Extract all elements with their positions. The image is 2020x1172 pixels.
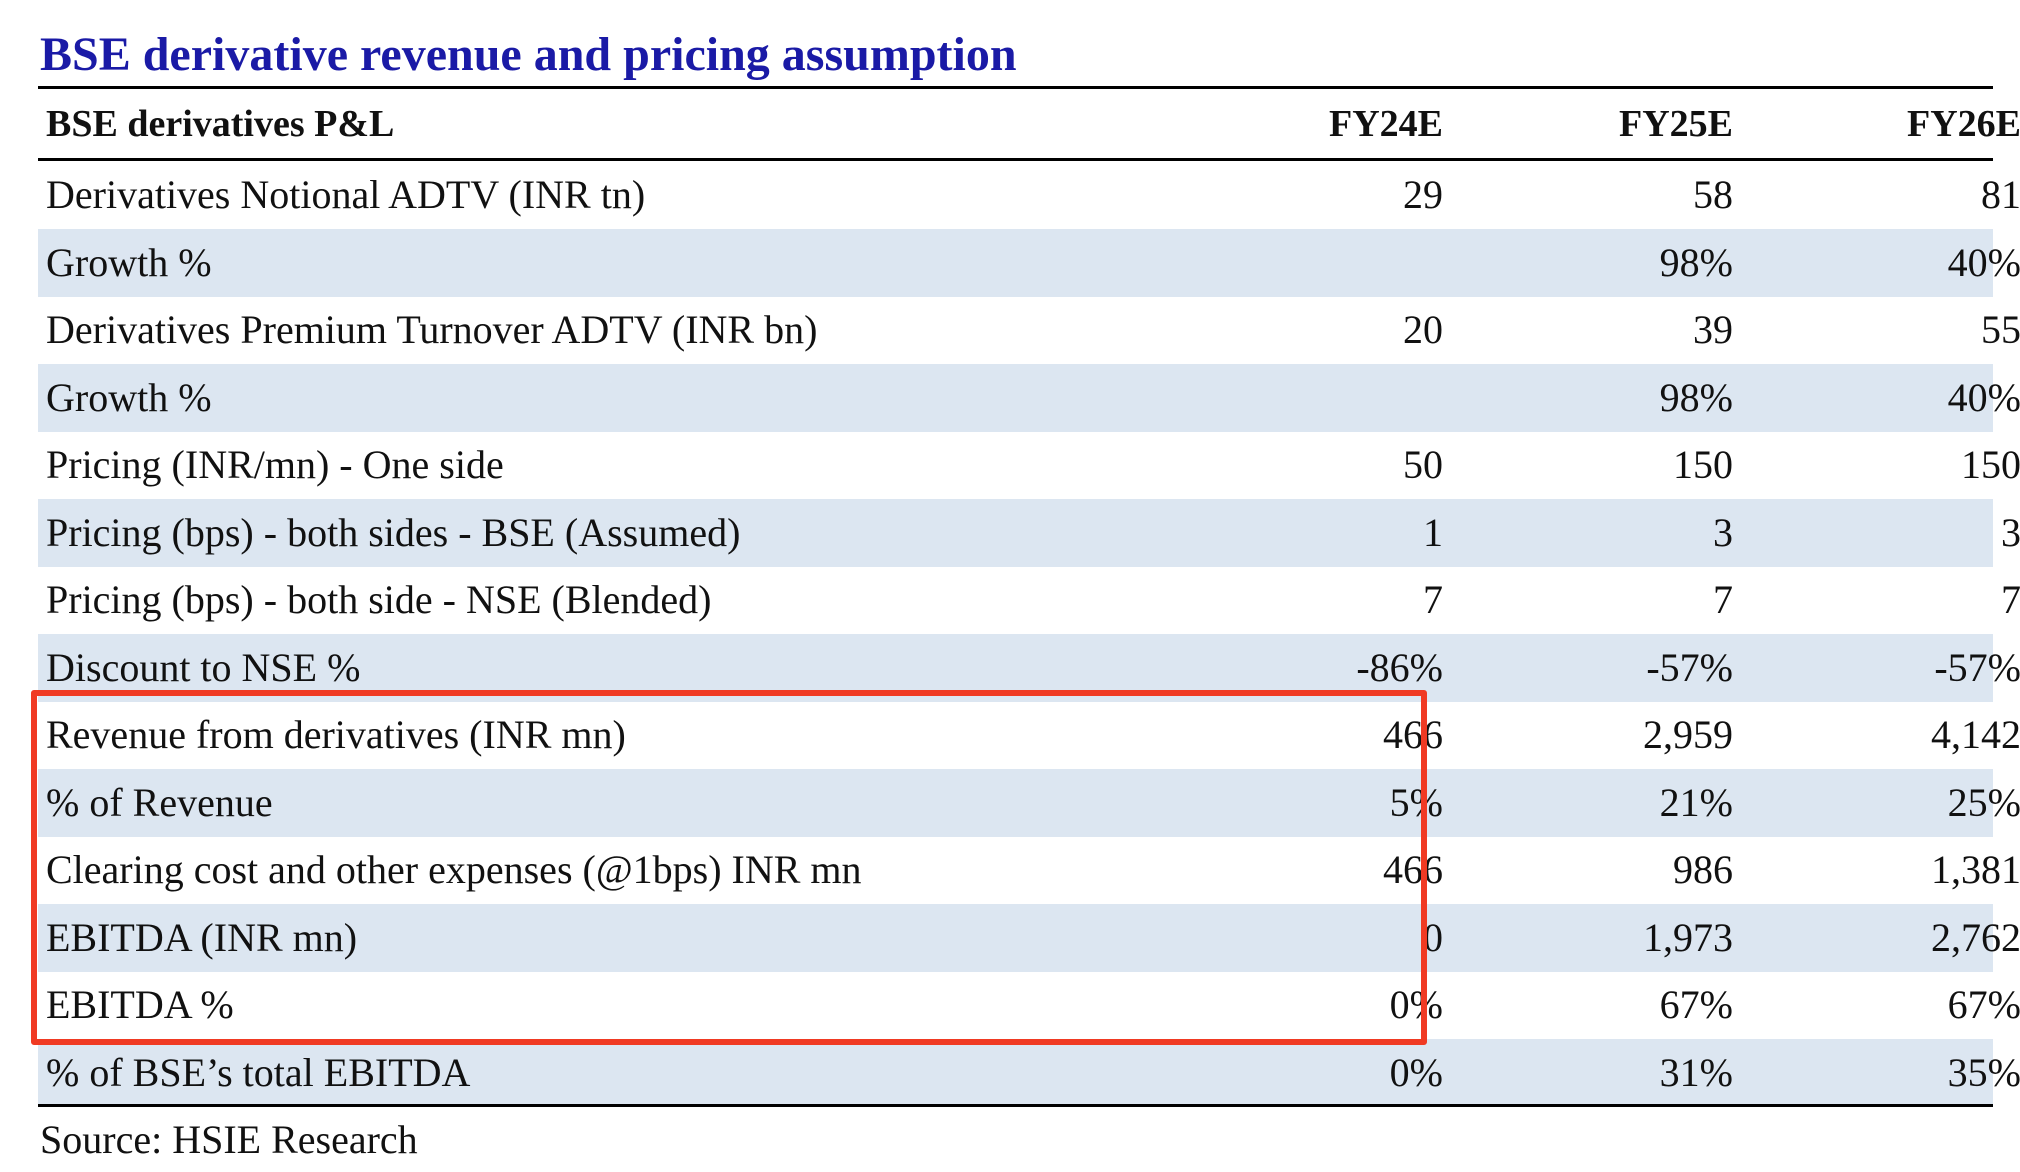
- row-value-fy25e: 98%: [1659, 240, 1733, 285]
- table-row: EBITDA (INR mn) 0 1,973 2,762: [38, 904, 2020, 972]
- table-title: BSE derivative revenue and pricing assum…: [40, 28, 1017, 81]
- table-row: EBITDA % 0% 67% 67%: [38, 971, 2020, 1039]
- row-value-fy25e: 1,973: [1643, 915, 1733, 960]
- table-row: % of BSE’s total EBITDA 0% 31% 35%: [38, 1039, 2020, 1107]
- table-row: Clearing cost and other expenses (@1bps)…: [38, 836, 2020, 904]
- row-value-fy25e: 21%: [1659, 780, 1733, 825]
- row-value-fy24e: 20: [1403, 307, 1443, 352]
- row-value-fy26e: 7: [2001, 577, 2020, 622]
- row-value-fy26e: 3: [2001, 510, 2020, 555]
- row-value-fy26e: 55: [1981, 307, 2020, 352]
- row-label: % of Revenue: [46, 780, 273, 825]
- row-label: Pricing (INR/mn) - One side: [46, 442, 504, 487]
- row-value-fy26e: 67%: [1947, 982, 2020, 1027]
- row-value-fy25e: -57%: [1646, 645, 1733, 690]
- row-value-fy24e: 1: [1423, 510, 1443, 555]
- row-label: Growth %: [46, 240, 212, 285]
- row-value-fy24e: [1183, 229, 1443, 297]
- row-label: Revenue from derivatives (INR mn): [46, 712, 626, 757]
- row-label: Discount to NSE %: [46, 645, 361, 690]
- row-label: Derivatives Premium Turnover ADTV (INR b…: [46, 307, 818, 352]
- header-col-fy24e: FY24E: [1329, 103, 1443, 145]
- top-rule: [38, 86, 1993, 89]
- row-value-fy26e: 40%: [1947, 375, 2020, 420]
- row-value-fy25e: 150: [1673, 442, 1733, 487]
- row-label: Growth %: [46, 375, 212, 420]
- row-value-fy24e: 29: [1403, 172, 1443, 217]
- table-row: Revenue from derivatives (INR mn) 466 2,95…: [38, 701, 2020, 769]
- row-value-fy24e: 0: [1423, 915, 1443, 960]
- row-label: Derivatives Notional ADTV (INR tn): [46, 172, 646, 217]
- table-row: % of Revenue 5% 21% 25%: [38, 769, 2020, 837]
- row-value-fy26e: 25%: [1947, 780, 2020, 825]
- table-row: Growth % 98% 40%: [38, 364, 2020, 432]
- row-value-fy26e: 35%: [1947, 1050, 2020, 1095]
- source-note: Source: HSIE Research: [40, 1117, 418, 1162]
- row-value-fy24e: [1183, 364, 1443, 432]
- header-col-fy25e: FY25E: [1619, 103, 1733, 145]
- row-value-fy24e: 50: [1403, 442, 1443, 487]
- table-row: Pricing (bps) - both sides - BSE (Assume…: [38, 499, 2020, 567]
- header-col-fy26e: FY26E: [1907, 103, 2020, 145]
- row-label: % of BSE’s total EBITDA: [46, 1050, 471, 1095]
- row-value-fy26e: 81: [1981, 172, 2020, 217]
- row-value-fy26e: 2,762: [1931, 915, 2020, 960]
- row-value-fy24e: 466: [1383, 847, 1443, 892]
- row-value-fy25e: 31%: [1659, 1050, 1733, 1095]
- row-label: Pricing (bps) - both sides - BSE (Assume…: [46, 510, 741, 555]
- row-value-fy25e: 58: [1693, 172, 1733, 217]
- table-row: Derivatives Notional ADTV (INR tn) 29 58 81: [38, 161, 2020, 229]
- row-value-fy24e: 5%: [1389, 780, 1443, 825]
- row-value-fy25e: 986: [1673, 847, 1733, 892]
- row-value-fy25e: 39: [1693, 307, 1733, 352]
- bottom-rule: [38, 1104, 1993, 1107]
- row-value-fy25e: 98%: [1659, 375, 1733, 420]
- row-label: Clearing cost and other expenses (@1bps)…: [46, 847, 862, 892]
- row-value-fy26e: 4,142: [1931, 712, 2020, 757]
- row-label: EBITDA %: [46, 982, 234, 1027]
- row-value-fy26e: -57%: [1934, 645, 2020, 690]
- highlight-box: [31, 690, 1427, 1045]
- row-value-fy26e: 40%: [1947, 240, 2020, 285]
- row-value-fy24e: -86%: [1356, 645, 1443, 690]
- row-value-fy24e: 466: [1383, 712, 1443, 757]
- table-row: Growth % 98% 40%: [38, 229, 2020, 297]
- row-value-fy26e: 150: [1961, 442, 2020, 487]
- row-label: Pricing (bps) - both side - NSE (Blended…: [46, 577, 712, 622]
- row-value-fy26e: 1,381: [1931, 847, 2020, 892]
- row-value-fy25e: 67%: [1659, 982, 1733, 1027]
- table-row: Derivatives Premium Turnover ADTV (INR b…: [38, 296, 2020, 364]
- row-value-fy24e: 0%: [1389, 1050, 1443, 1095]
- row-label: EBITDA (INR mn): [46, 915, 358, 960]
- row-value-fy24e: 0%: [1389, 982, 1443, 1027]
- row-value-fy25e: 3: [1713, 510, 1733, 555]
- header-label: BSE derivatives P&L: [46, 103, 395, 145]
- table-row: Pricing (bps) - both side - NSE (Blended…: [38, 566, 2020, 634]
- header-rule: [38, 158, 1993, 161]
- row-value-fy25e: 2,959: [1643, 712, 1733, 757]
- row-value-fy24e: 7: [1423, 577, 1443, 622]
- table-header-row: BSE derivatives P&L FY24E FY25E FY26E: [38, 90, 2020, 158]
- table-row: Pricing (INR/mn) - One side 50 150 150: [38, 431, 2020, 499]
- row-value-fy25e: 7: [1713, 577, 1733, 622]
